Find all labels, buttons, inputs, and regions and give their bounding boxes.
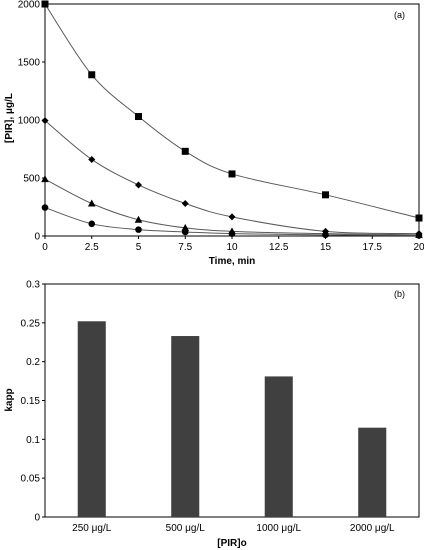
chart-a-point-triangle	[87, 199, 96, 207]
chart-b-y-tick-label: 0.2	[26, 357, 40, 368]
chart-a-y-tick-label: 0	[34, 232, 40, 243]
chart-a-x-tick-label: 20	[413, 242, 424, 253]
chart-a-point-triangle	[181, 223, 190, 231]
chart-b-y-tick-label: 0.15	[21, 396, 41, 407]
chart-b-y-axis-title: kapp	[4, 388, 15, 411]
chart-a-point-square	[135, 113, 142, 121]
chart-a-point-circle	[322, 231, 329, 239]
chart-a-series-line-triangle	[44, 178, 420, 236]
chart-a-panel-label: (a)	[394, 10, 405, 20]
chart-a-frame	[44, 3, 420, 237]
chart-a-point-square	[88, 71, 96, 79]
chart-a-x-tick-label: 15	[320, 242, 332, 253]
chart-b-bar	[171, 336, 200, 517]
chart-b-bar	[77, 321, 106, 517]
chart-a-series-group	[41, 0, 423, 239]
chart-a: (a) Time, min [PIR], μg/L 0 2.5 5 7.5 10 12.5…	[4, 0, 424, 267]
chart-a-x-axis-title: Time, min	[209, 256, 256, 267]
chart-a-point-diamond	[181, 200, 189, 208]
chart-a-point-square	[415, 214, 423, 222]
chart-a-point-diamond	[228, 213, 236, 221]
chart-a-point-circle	[228, 230, 236, 237]
chart-a-x-tick-label: 12.5	[269, 242, 289, 253]
chart-b-y-ticks: 0 0.05 0.1 0.15 0.2 0.25 0.3	[21, 280, 45, 524]
chart-a-point-circle	[181, 228, 189, 236]
chart-b: (b) [PIR]o kapp 0 0.05 0.1 0.15 0.2 0.25 0.3 2…	[4, 280, 420, 549]
chart-b-y-tick-label: 0.05	[21, 474, 41, 485]
chart-a-x-tick-label: 7.5	[178, 242, 192, 253]
chart-b-x-tick-label: 1000 μg/L	[256, 523, 301, 534]
chart-a-point-circle	[88, 220, 96, 228]
chart-a-x-tick-label: 10	[226, 242, 238, 253]
chart-a-x-tick-label: 0	[42, 242, 48, 253]
chart-a-point-square	[322, 191, 329, 199]
chart-b-panel-label: (b)	[394, 289, 405, 299]
chart-b-x-tick-label: 500 μg/L	[166, 523, 206, 534]
chart-b-x-tick-label: 2000 μg/L	[350, 523, 395, 534]
chart-a-series-line-square	[44, 3, 420, 219]
chart-a-point-diamond	[41, 117, 49, 125]
chart-a-point-circle	[415, 232, 423, 239]
chart-b-x-tick-label: 250 μg/L	[72, 523, 112, 534]
chart-a-y-axis-title: [PIR], μg/L	[4, 93, 15, 143]
chart-b-x-axis-title: [PIR]o	[217, 538, 246, 549]
chart-b-x-ticks: 250 μg/L 500 μg/L 1000 μg/L 2000 μg/L	[72, 523, 395, 534]
chart-a-point-triangle	[134, 215, 143, 223]
chart-a-x-tick-label: 17.5	[363, 242, 383, 253]
chart-a-point-square	[181, 147, 189, 155]
chart-b-bar	[264, 376, 293, 517]
chart-b-y-tick-label: 0.3	[26, 280, 40, 291]
chart-a-x-tick-label: 5	[136, 242, 142, 253]
chart-a-point-diamond	[88, 155, 96, 163]
chart-a-y-tick-label: 500	[23, 174, 40, 185]
chart-a-x-tick-label: 2.5	[85, 242, 99, 253]
chart-a-point-circle	[135, 226, 142, 233]
chart-a-point-circle	[41, 204, 49, 211]
chart-a-y-tick-label: 1000	[18, 116, 41, 127]
chart-a-y-ticks: 0 500 1000 1500 2000	[18, 0, 45, 243]
chart-a-point-triangle	[41, 175, 49, 183]
chart-b-y-tick-label: 0.1	[26, 435, 40, 446]
chart-a-point-diamond	[135, 181, 142, 189]
chart-a-point-square	[228, 170, 236, 178]
chart-a-x-ticks: 0 2.5 5 7.5 10 12.5 15 17.5 20	[42, 236, 424, 253]
chart-b-bar	[358, 427, 387, 517]
chart-b-y-tick-label: 0.25	[21, 318, 41, 329]
chart-b-y-tick-label: 0	[34, 513, 40, 524]
chart-a-y-tick-label: 1500	[18, 58, 41, 69]
chart-b-bars	[77, 321, 387, 517]
chart-a-y-tick-label: 2000	[18, 0, 41, 11]
chart-a-point-square	[41, 0, 49, 8]
